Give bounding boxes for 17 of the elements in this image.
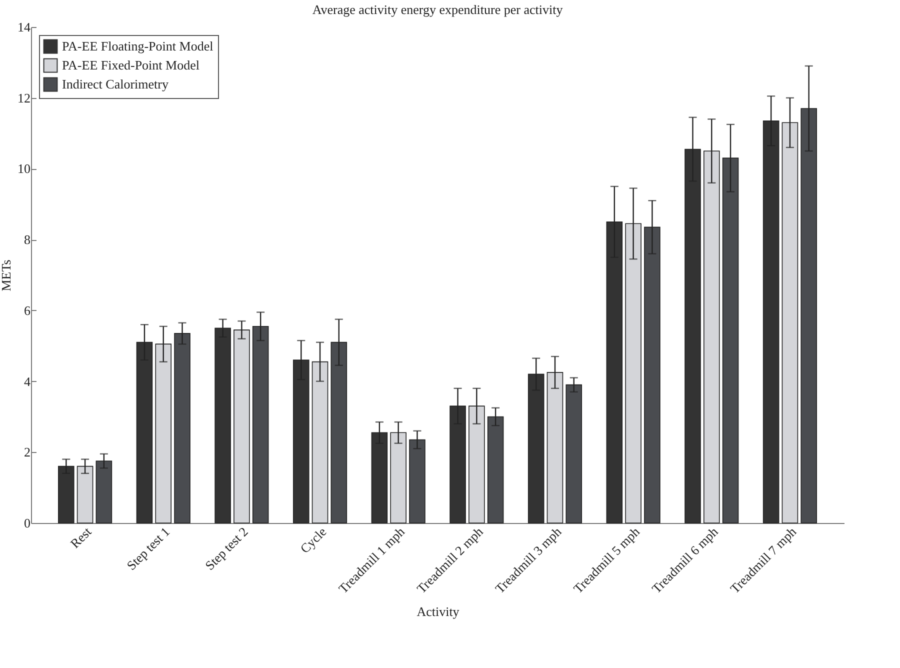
y-axis-title: METs	[0, 260, 14, 292]
x-tick-label: Step test 1	[124, 524, 173, 573]
x-axis-title: Activity	[416, 604, 460, 620]
y-tick-label: 8	[24, 232, 30, 248]
y-tick-label: 10	[18, 161, 30, 176]
y-tick-label: 14	[18, 20, 31, 34]
chart-title: Average activity energy expenditure per activity	[312, 2, 564, 17]
y-tick-label: 4	[24, 374, 31, 389]
legend-label: Indirect Calorimetry	[62, 76, 169, 92]
y-tick-label: 2	[24, 444, 30, 460]
x-tick-label: Rest	[67, 524, 94, 552]
y-tick-label: 12	[18, 90, 30, 106]
legend-label: PA-EE Fixed-Point Model	[62, 58, 200, 72]
y-tick-label: 0	[24, 516, 30, 530]
y-tick-label: 6	[24, 302, 31, 318]
legend-label: PA-EE Floating-Point Model	[62, 38, 214, 54]
x-tick-label: Step test 2	[202, 524, 251, 573]
